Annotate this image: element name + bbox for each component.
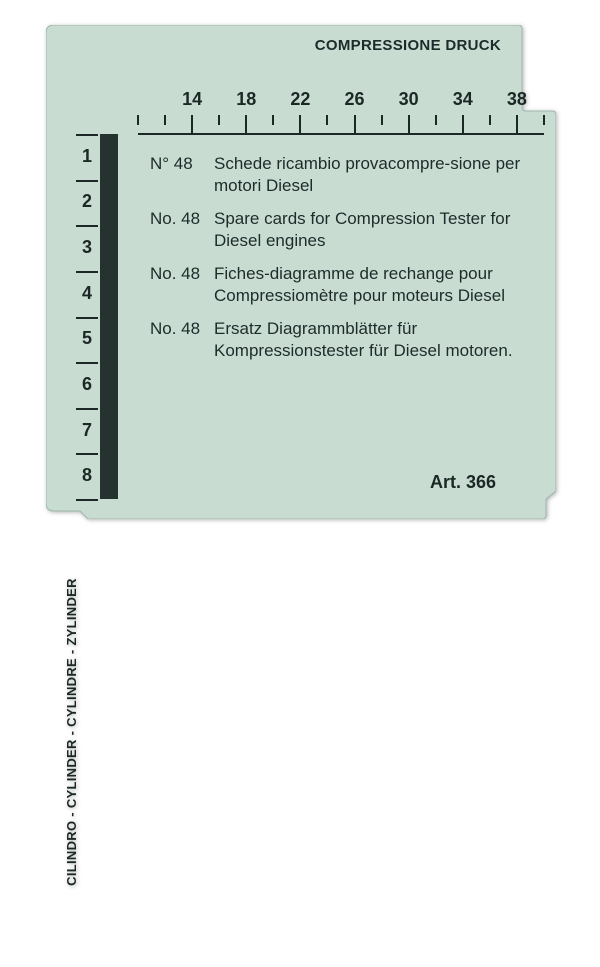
cylinder-tick	[76, 225, 98, 227]
scale-tick	[516, 115, 518, 133]
scale-tick	[462, 115, 464, 133]
scale-label: 34	[453, 89, 473, 110]
y-axis-label: CILINDRO - CYLINDER - CYLINDRE - ZYLINDE…	[64, 497, 79, 967]
cylinder-bar	[100, 134, 118, 499]
scale-tick	[218, 115, 220, 125]
scale-label: 18	[236, 89, 256, 110]
cylinder-tick	[76, 271, 98, 273]
scale-tick	[489, 115, 491, 125]
pressure-scale: 14 18 22 26 30 34 38	[138, 89, 544, 137]
cylinder-label: 6	[78, 374, 96, 395]
scale-label: 30	[399, 89, 419, 110]
cylinder-tick	[76, 134, 98, 136]
entry-text: Ersatz Diagrammblätter für Kompressionst…	[214, 318, 540, 363]
description-entry: No. 48Ersatz Diagrammblätter für Kompres…	[150, 318, 540, 363]
cylinder-tick	[76, 499, 98, 501]
cylinder-tick	[76, 362, 98, 364]
scale-tick	[381, 115, 383, 125]
cylinder-tick	[76, 180, 98, 182]
scale-baseline	[138, 133, 544, 135]
cylinder-label: 8	[78, 465, 96, 486]
scale-label: 38	[507, 89, 527, 110]
cylinder-label: 1	[78, 146, 96, 167]
scale-label: 14	[182, 89, 202, 110]
card: COMPRESSIONE DRUCK 14182226303438 CILIND…	[46, 25, 556, 519]
description-entry: N° 48Schede ricambio provacompre-sione p…	[150, 153, 540, 198]
scale-tick	[408, 115, 410, 133]
scale-tick	[543, 115, 545, 125]
scale-tick	[354, 115, 356, 133]
cylinder-column: 1 2 3 4 5 6 7 8	[76, 134, 136, 499]
cylinder-tick	[76, 317, 98, 319]
entry-text: Fiches-diagramme de rechange pour Compre…	[214, 263, 540, 308]
description-entry: No. 48Spare cards for Compression Tester…	[150, 208, 540, 253]
article-number: Art. 366	[430, 472, 496, 493]
cylinder-label: 5	[78, 328, 96, 349]
entry-code: No. 48	[150, 318, 214, 363]
scale-label: 26	[345, 89, 365, 110]
entry-code: N° 48	[150, 153, 214, 198]
scale-label: 22	[290, 89, 310, 110]
scale-tick	[299, 115, 301, 133]
scale-tick	[435, 115, 437, 125]
cylinder-tick	[76, 408, 98, 410]
scale-tick	[272, 115, 274, 125]
scale-tick	[191, 115, 193, 133]
scale-tick	[164, 115, 166, 125]
scale-tick	[137, 115, 139, 125]
description-block: N° 48Schede ricambio provacompre-sione p…	[150, 153, 540, 373]
entry-text: Spare cards for Compression Tester for D…	[214, 208, 540, 253]
entry-text: Schede ricambio provacompre-sione per mo…	[214, 153, 540, 198]
entry-code: No. 48	[150, 263, 214, 308]
scale-tick	[326, 115, 328, 125]
entry-code: No. 48	[150, 208, 214, 253]
cylinder-tick	[76, 453, 98, 455]
header-title: COMPRESSIONE DRUCK	[315, 37, 501, 54]
description-entry: No. 48Fiches-diagramme de rechange pour …	[150, 263, 540, 308]
cylinder-label: 3	[78, 237, 96, 258]
cylinder-label: 2	[78, 191, 96, 212]
cylinder-label: 4	[78, 283, 96, 304]
scale-tick	[245, 115, 247, 133]
cylinder-label: 7	[78, 420, 96, 441]
